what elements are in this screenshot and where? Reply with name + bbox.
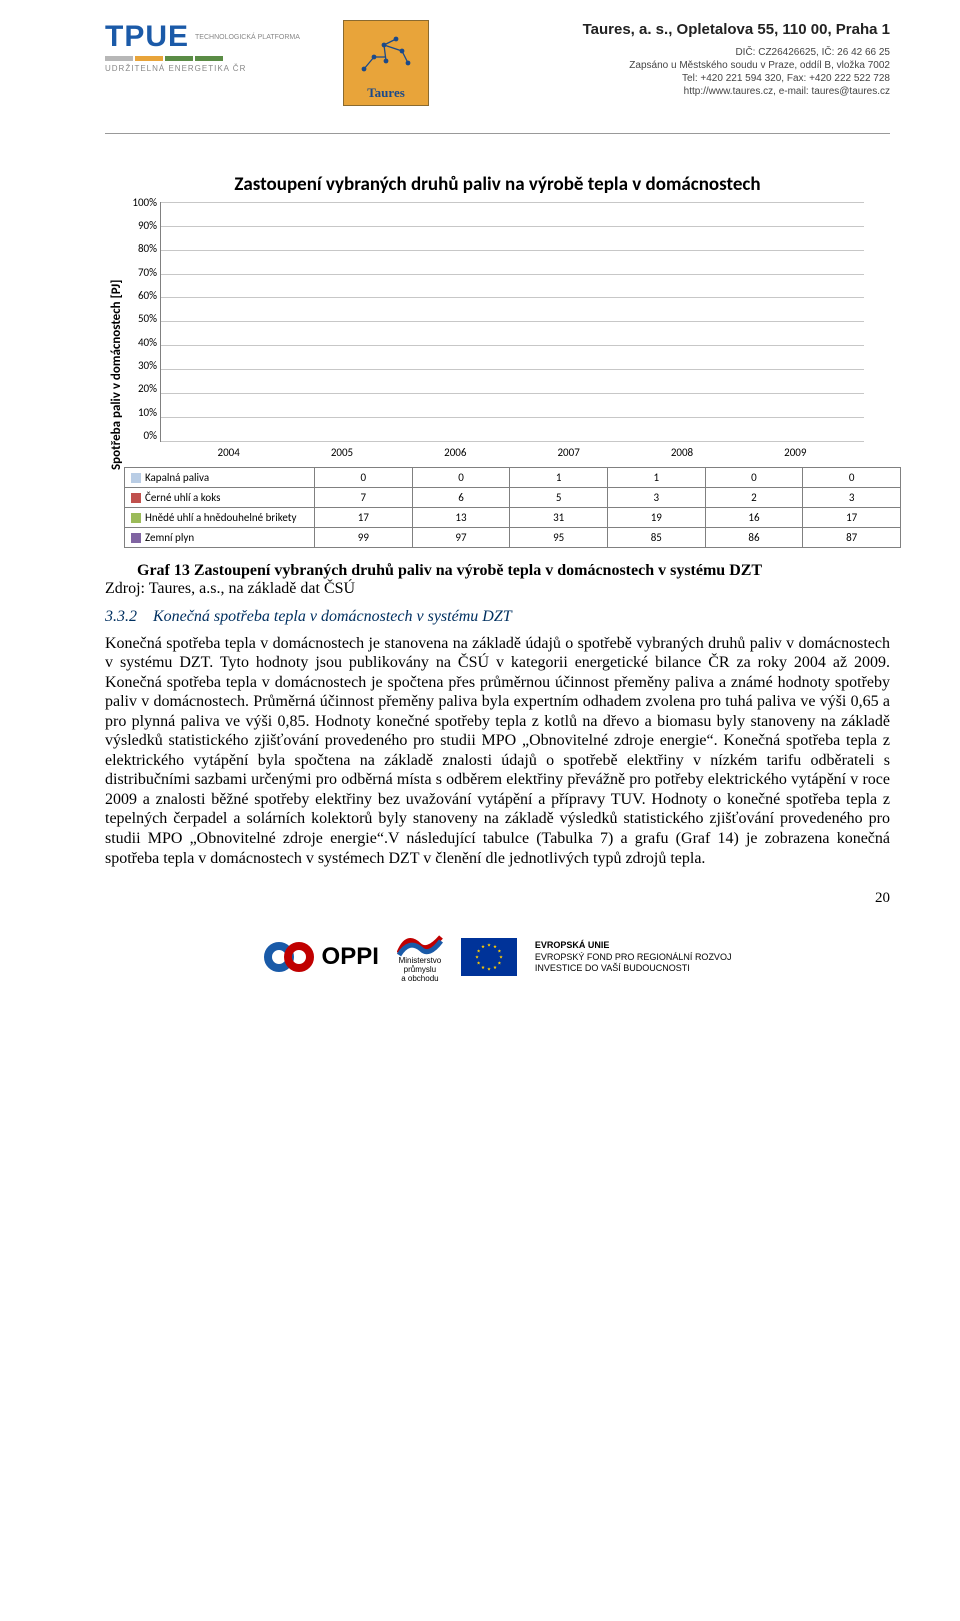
header-right: Taures, a. s., Opletalova 55, 110 00, Pr… [583, 20, 890, 98]
mpo-logo: Ministerstvo průmyslu a obchodu [397, 931, 443, 983]
table-cell: 17 [803, 507, 901, 527]
y-tick: 40% [127, 336, 157, 349]
table-cell: 87 [803, 527, 901, 547]
mpo-icon [397, 931, 443, 957]
section-number: 3.3.2 [105, 608, 137, 625]
taures-constellation-icon [356, 31, 416, 77]
table-cell: 31 [510, 507, 608, 527]
table-cell: 2 [705, 487, 803, 507]
eu-text: EVROPSKÁ UNIE EVROPSKÝ FOND PRO REGIONÁL… [535, 940, 732, 974]
mpo-line: a obchodu [401, 975, 438, 984]
table-cell: 97 [412, 527, 510, 547]
caption-line2: Zdroj: Taures, a.s., na základě dat ČSÚ [105, 580, 890, 598]
row-header: Černé uhlí a koks [125, 487, 315, 507]
table-cell: 95 [510, 527, 608, 547]
company-name: Taures, a. s., Opletalova 55, 110 00, Pr… [583, 20, 890, 40]
page-number: 20 [105, 890, 890, 907]
table-cell: 6 [412, 487, 510, 507]
eu-line: EVROPSKÁ UNIE [535, 940, 732, 951]
table-cell: 17 [315, 507, 413, 527]
table-cell: 3 [803, 487, 901, 507]
y-tick: 50% [127, 312, 157, 325]
page-footer: OPPI Ministerstvo průmyslu a obchodu EVR… [105, 931, 890, 983]
row-header: Kapalná paliva [125, 467, 315, 487]
oppi-label: OPPI [322, 943, 379, 971]
y-tick: 80% [127, 242, 157, 255]
chart-y-axis: 100% 90% 80% 70% 60% 50% 40% 30% 20% 10% 0% [127, 196, 157, 442]
oppi-logo: OPPI [264, 942, 379, 972]
x-tick: 2008 [646, 446, 718, 459]
x-tick: 2006 [419, 446, 491, 459]
eu-line: INVESTICE DO VAŠÍ BUDOUCNOSTI [535, 963, 732, 974]
y-tick: 90% [127, 219, 157, 232]
legend-swatch-icon [131, 473, 141, 483]
table-row: Zemní plyn999795858687 [125, 527, 901, 547]
y-tick: 20% [127, 382, 157, 395]
table-cell: 1 [510, 467, 608, 487]
chart-wrap: Zastoupení vybraných druhů paliv na výro… [105, 174, 890, 548]
oppi-ring-icon [284, 942, 314, 972]
table-cell: 0 [803, 467, 901, 487]
taures-logo-label: Taures [344, 85, 428, 101]
y-tick: 60% [127, 289, 157, 302]
y-tick: 0% [127, 429, 157, 442]
page-header: TPUE TECHNOLOGICKÁ PLATFORMA UDRŽITELNÁ … [105, 20, 890, 130]
table-cell: 0 [315, 467, 413, 487]
x-tick: 2007 [533, 446, 605, 459]
chart-data-table: Kapalná paliva001100Černé uhlí a koks765… [124, 467, 901, 548]
legend-swatch-icon [131, 533, 141, 543]
eu-flag-icon [461, 938, 517, 976]
chart-x-axis: 2004 2005 2006 2007 2008 2009 [160, 442, 864, 459]
chart-title: Zastoupení vybraných druhů paliv na výro… [105, 174, 890, 196]
body-paragraph: Konečná spotřeba tepla v domácnostech je… [105, 634, 890, 868]
table-cell: 5 [510, 487, 608, 507]
tpue-bars [105, 56, 325, 61]
table-cell: 85 [607, 527, 705, 547]
y-tick: 10% [127, 406, 157, 419]
table-cell: 1 [607, 467, 705, 487]
header-divider [105, 133, 890, 134]
header-info-line: Tel: +420 221 594 320, Fax: +420 222 522… [583, 72, 890, 85]
section-heading: 3.3.2 Konečná spotřeba tepla v domácnost… [105, 608, 890, 626]
tpue-logo: TPUE TECHNOLOGICKÁ PLATFORMA UDRŽITELNÁ … [105, 20, 325, 73]
table-cell: 16 [705, 507, 803, 527]
x-tick: 2005 [306, 446, 378, 459]
table-cell: 3 [607, 487, 705, 507]
row-header: Hnědé uhlí a hnědouhelné brikety [125, 507, 315, 527]
table-cell: 13 [412, 507, 510, 527]
y-tick: 100% [127, 196, 157, 209]
section-title: Konečná spotřeba tepla v domácnostech v … [153, 608, 512, 625]
chart-plot-area: 100%90%80%70%60%50%40%30%20%10%0% [160, 202, 864, 442]
header-info-line: DIČ: CZ26426625, IČ: 26 42 66 25 [583, 46, 890, 59]
caption-line1: Graf 13 Zastoupení vybraných druhů paliv… [105, 562, 890, 580]
table-row: Hnědé uhlí a hnědouhelné brikety17133119… [125, 507, 901, 527]
table-cell: 0 [705, 467, 803, 487]
eu-line: EVROPSKÝ FOND PRO REGIONÁLNÍ ROZVOJ [535, 952, 732, 963]
table-row: Černé uhlí a koks765323 [125, 487, 901, 507]
header-info-line: http://www.taures.cz, e-mail: taures@tau… [583, 85, 890, 98]
y-tick: 30% [127, 359, 157, 372]
row-header: Zemní plyn [125, 527, 315, 547]
chart-bars [161, 202, 864, 441]
header-left: TPUE TECHNOLOGICKÁ PLATFORMA UDRŽITELNÁ … [105, 20, 429, 106]
x-tick: 2009 [759, 446, 831, 459]
legend-swatch-icon [131, 493, 141, 503]
legend-swatch-icon [131, 513, 141, 523]
tpue-small: TECHNOLOGICKÁ PLATFORMA [195, 34, 300, 41]
table-cell: 99 [315, 527, 413, 547]
chart-y-label: Spotřeba paliv v domácnostech [PJ] [105, 202, 124, 548]
figure-caption: Graf 13 Zastoupení vybraných druhů paliv… [105, 562, 890, 598]
x-tick: 2004 [193, 446, 265, 459]
tpue-letters: TPUE [105, 20, 189, 54]
header-info-line: Zapsáno u Městského soudu v Praze, oddíl… [583, 59, 890, 72]
y-tick: 70% [127, 266, 157, 279]
table-row: Kapalná paliva001100 [125, 467, 901, 487]
table-cell: 19 [607, 507, 705, 527]
table-cell: 86 [705, 527, 803, 547]
table-cell: 7 [315, 487, 413, 507]
table-cell: 0 [412, 467, 510, 487]
page: TPUE TECHNOLOGICKÁ PLATFORMA UDRŽITELNÁ … [0, 0, 960, 1023]
tpue-sub: UDRŽITELNÁ ENERGETIKA ČR [105, 64, 325, 73]
taures-logo: Taures [343, 20, 429, 106]
